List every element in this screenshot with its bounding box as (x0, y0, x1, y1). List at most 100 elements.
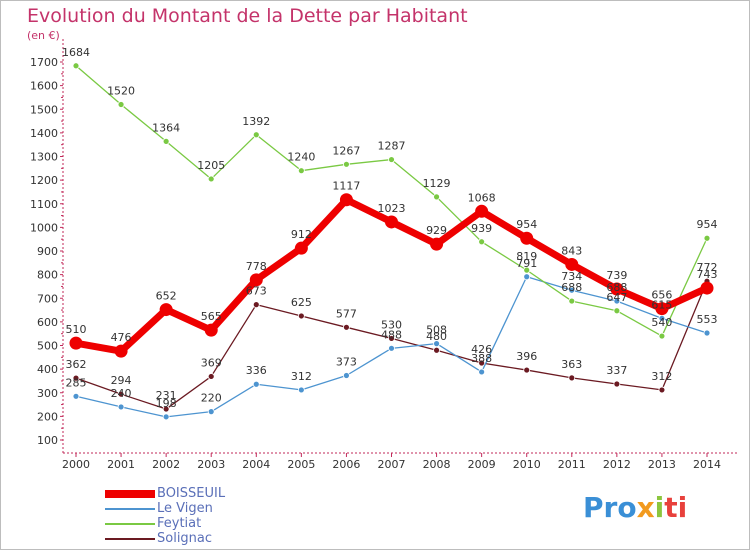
data-point (252, 131, 260, 139)
data-point (658, 314, 666, 322)
data-label: 819 (516, 250, 537, 263)
data-point (72, 374, 80, 382)
data-label: 791 (516, 257, 537, 270)
x-tick-label: 2009 (468, 458, 496, 471)
data-point (388, 156, 395, 163)
data-point (339, 193, 353, 207)
data-label: 388 (471, 352, 492, 365)
chart-title: Evolution du Montant de la Dette par Hab… (27, 5, 468, 27)
y-tick-label: 1100 (30, 198, 58, 211)
data-point (159, 303, 173, 317)
data-label: 312 (291, 370, 312, 383)
x-tick-label: 2007 (378, 458, 406, 471)
data-point (162, 137, 170, 145)
data-point (703, 234, 711, 242)
data-label: 1023 (378, 202, 406, 215)
data-label: 294 (111, 374, 132, 387)
data-label: 656 (651, 289, 672, 302)
x-tick-label: 2003 (197, 458, 225, 471)
data-label: 954 (516, 218, 537, 231)
data-point (520, 231, 534, 245)
data-point (252, 301, 260, 309)
data-point (343, 160, 350, 168)
data-label: 1240 (287, 151, 315, 164)
data-point (162, 413, 170, 421)
data-label: 1267 (332, 144, 360, 157)
data-label: 1205 (197, 159, 225, 172)
legend-label: Solignac (157, 531, 213, 546)
data-label: 480 (426, 330, 447, 343)
data-point (343, 323, 350, 331)
x-tick-label: 2005 (287, 458, 315, 471)
data-label: 1068 (468, 191, 496, 204)
x-tick-label: 2004 (242, 458, 270, 471)
data-label: 426 (471, 343, 492, 356)
x-tick-label: 2011 (558, 458, 586, 471)
data-point (613, 380, 621, 388)
x-tick-label: 2010 (513, 458, 541, 471)
data-label: 510 (66, 323, 87, 336)
x-tick-label: 2006 (332, 458, 360, 471)
data-point (565, 257, 579, 271)
data-point (568, 297, 576, 305)
data-label: 337 (606, 364, 627, 377)
data-point (207, 373, 215, 380)
y-tick-label: 900 (37, 245, 58, 258)
data-label: 1520 (107, 85, 135, 98)
data-label: 652 (156, 290, 177, 303)
logo-part: Pro (583, 491, 637, 524)
data-label: 778 (246, 260, 267, 273)
data-point (117, 101, 125, 108)
logo-part: x (636, 491, 655, 524)
data-label: 743 (697, 268, 718, 281)
y-tick-label: 1300 (30, 151, 58, 164)
data-label: 540 (651, 316, 672, 329)
y-tick-label: 500 (37, 340, 58, 353)
data-label: 220 (201, 392, 222, 405)
data-point (523, 266, 531, 274)
data-label: 553 (697, 313, 718, 326)
data-point (388, 344, 395, 352)
data-point (568, 374, 576, 382)
data-label: 734 (561, 270, 582, 283)
data-label: 396 (516, 350, 537, 363)
data-point (568, 286, 576, 294)
legend-swatch (105, 523, 155, 525)
data-label: 954 (697, 218, 718, 231)
data-label: 1364 (152, 121, 180, 134)
data-label: 508 (426, 324, 447, 337)
data-point (613, 307, 621, 315)
proxiti-logo: Proxiti (583, 491, 687, 524)
y-tick-label: 1600 (30, 80, 58, 93)
data-point (343, 372, 350, 379)
data-point (294, 241, 308, 255)
x-tick-label: 2013 (648, 458, 676, 471)
legend-label: BOISSEUIL (157, 486, 226, 501)
data-label: 363 (561, 358, 582, 371)
data-label: 929 (426, 224, 447, 237)
data-point (475, 204, 489, 218)
data-point (658, 386, 666, 394)
x-tick-label: 2000 (62, 458, 90, 471)
data-point (207, 175, 215, 183)
data-label: 939 (471, 222, 492, 235)
y-tick-label: 100 (37, 434, 58, 447)
data-label: 647 (606, 291, 627, 304)
logo-part: i (654, 491, 665, 524)
data-point (478, 368, 486, 376)
chart-unit: (en €) (27, 29, 60, 42)
y-tick-label: 1500 (30, 103, 58, 116)
x-tick-label: 2001 (107, 458, 135, 471)
data-point (72, 392, 80, 400)
data-label: 772 (697, 261, 718, 274)
logo-part: ti (664, 491, 688, 524)
data-label: 673 (246, 285, 267, 298)
data-point (478, 359, 486, 367)
legend-label: Feytiat (157, 516, 202, 531)
data-label: 362 (66, 358, 87, 371)
data-label: 615 (651, 298, 672, 311)
y-tick-label: 1200 (30, 174, 58, 187)
data-label: 336 (246, 364, 267, 377)
data-point (114, 344, 128, 358)
